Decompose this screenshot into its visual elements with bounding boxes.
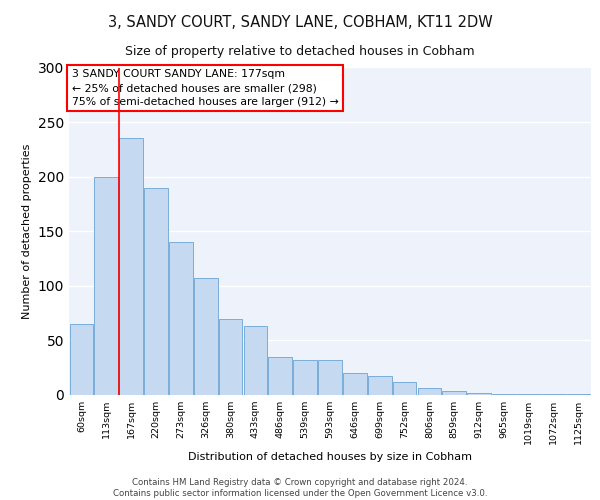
Text: 3 SANDY COURT SANDY LANE: 177sqm
← 25% of detached houses are smaller (298)
75% : 3 SANDY COURT SANDY LANE: 177sqm ← 25% o… <box>71 69 338 107</box>
Bar <box>343 373 367 395</box>
Bar <box>70 324 93 395</box>
Bar <box>219 318 242 395</box>
Bar <box>119 138 143 395</box>
Bar <box>194 278 218 395</box>
Text: Size of property relative to detached houses in Cobham: Size of property relative to detached ho… <box>125 45 475 58</box>
Bar <box>268 357 292 395</box>
Text: 3, SANDY COURT, SANDY LANE, COBHAM, KT11 2DW: 3, SANDY COURT, SANDY LANE, COBHAM, KT11… <box>107 15 493 30</box>
Bar <box>318 360 342 395</box>
Bar <box>418 388 441 395</box>
Bar <box>442 390 466 395</box>
X-axis label: Distribution of detached houses by size in Cobham: Distribution of detached houses by size … <box>188 452 472 462</box>
Bar <box>368 376 392 395</box>
Y-axis label: Number of detached properties: Number of detached properties <box>22 144 32 319</box>
Bar <box>244 326 267 395</box>
Bar <box>567 394 590 395</box>
Bar <box>144 188 168 395</box>
Bar <box>393 382 416 395</box>
Bar <box>542 394 566 395</box>
Bar <box>94 176 118 395</box>
Bar <box>169 242 193 395</box>
Bar <box>492 394 516 395</box>
Bar <box>293 360 317 395</box>
Bar <box>467 393 491 395</box>
Bar <box>517 394 541 395</box>
Text: Contains HM Land Registry data © Crown copyright and database right 2024.
Contai: Contains HM Land Registry data © Crown c… <box>113 478 487 498</box>
